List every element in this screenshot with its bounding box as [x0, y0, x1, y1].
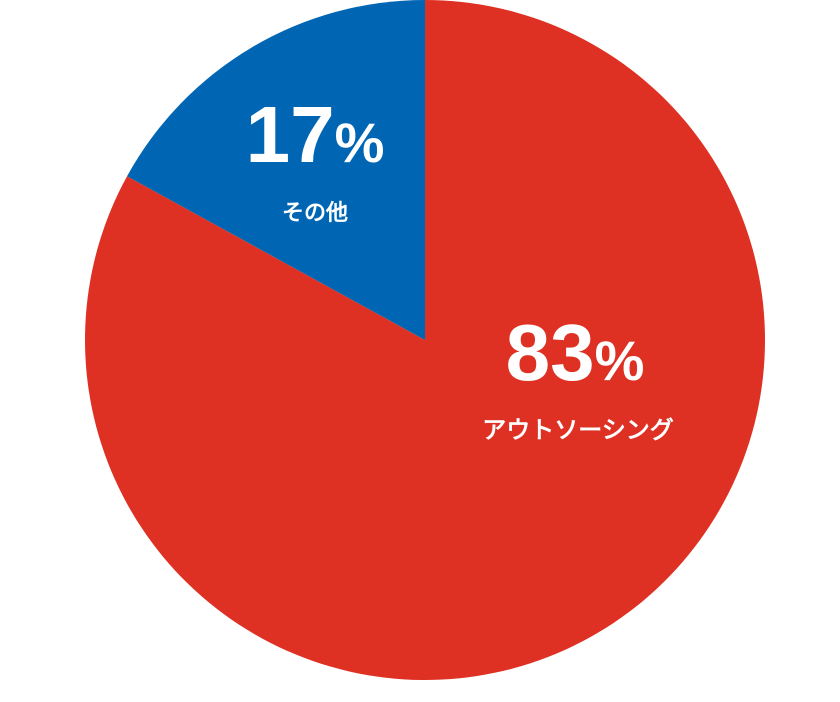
slice-value-other: 17%	[246, 90, 385, 179]
slice-label-other: その他	[282, 200, 348, 225]
slice-label-outsourcing: アウトソーシング	[482, 417, 674, 444]
slice-other	[127, 0, 425, 340]
slice-value-outsourcing: 83%	[506, 308, 645, 397]
